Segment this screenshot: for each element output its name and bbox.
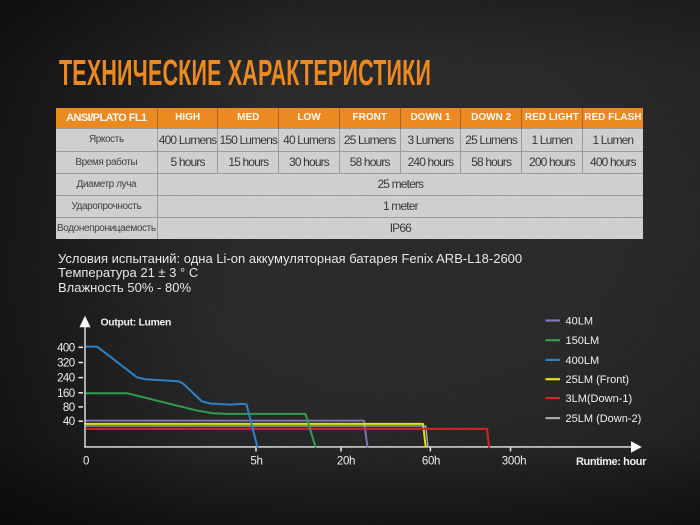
svg-text:25LM (Down-2): 25LM (Down-2) [566,413,642,425]
svg-text:60h: 60h [422,456,440,468]
svg-text:80: 80 [63,402,75,414]
svg-text:20h: 20h [337,456,355,468]
svg-text:40LM: 40LM [566,316,594,328]
svg-text:5h: 5h [250,456,262,468]
svg-text:0: 0 [83,456,89,468]
svg-text:160: 160 [57,388,75,400]
svg-text:25LM (Front): 25LM (Front) [566,374,630,386]
svg-text:400: 400 [57,342,75,354]
svg-text:400LM: 400LM [566,355,600,367]
svg-text:150LM: 150LM [566,335,600,347]
svg-text:300h: 300h [502,456,526,468]
svg-text:Runtime: hour: Runtime: hour [576,456,647,468]
svg-text:3LM(Down-1): 3LM(Down-1) [566,393,633,405]
svg-text:320: 320 [57,358,75,370]
svg-text:40: 40 [63,416,75,428]
svg-text:Output: Lumen: Output: Lumen [101,318,172,329]
svg-text:240: 240 [57,373,75,385]
